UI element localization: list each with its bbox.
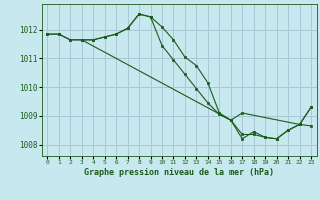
X-axis label: Graphe pression niveau de la mer (hPa): Graphe pression niveau de la mer (hPa) xyxy=(84,168,274,177)
